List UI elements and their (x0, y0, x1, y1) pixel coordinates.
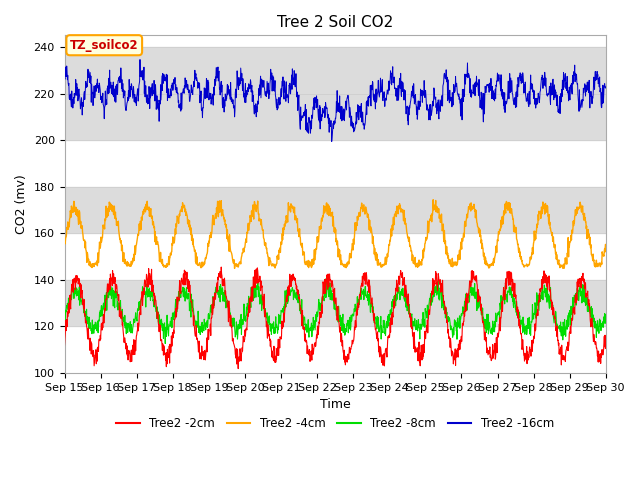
Bar (65, 187, 605, 233)
Title: Tree 2 Soil CO2: Tree 2 Soil CO2 (277, 15, 393, 30)
X-axis label: Time: Time (320, 398, 351, 411)
Text: TZ_soilco2: TZ_soilco2 (70, 39, 139, 52)
Y-axis label: CO2 (mv): CO2 (mv) (15, 174, 28, 234)
Bar (65, 47, 605, 140)
Legend: Tree2 -2cm, Tree2 -4cm, Tree2 -8cm, Tree2 -16cm: Tree2 -2cm, Tree2 -4cm, Tree2 -8cm, Tree… (111, 412, 559, 434)
Bar (65, 280, 605, 326)
